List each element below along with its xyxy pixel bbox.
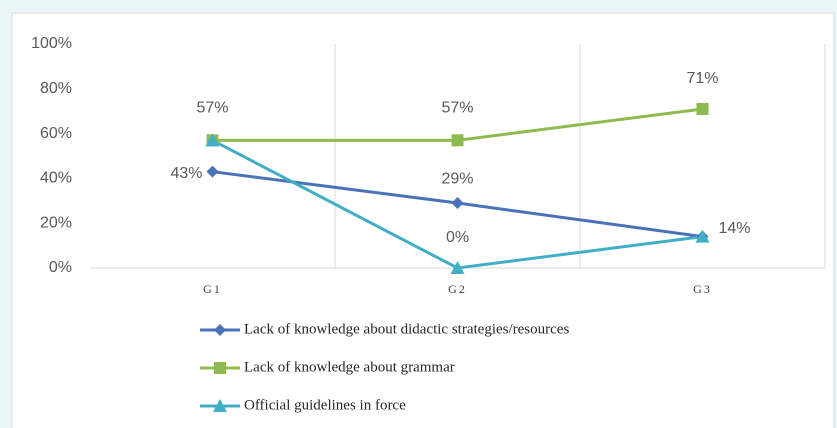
legend-label: Lack of knowledge about grammar [244,359,455,375]
marker [696,102,709,115]
marker [205,133,220,147]
y-tick-label: 0% [49,259,72,276]
chart-panel [11,12,835,428]
y-tick-label: 60% [40,125,72,142]
legend-label: Lack of knowledge about didactic strateg… [244,321,569,337]
marker [695,229,710,243]
marker [206,165,219,178]
data-label: 14% [718,220,750,237]
legend-marker [214,362,226,374]
marker [451,197,464,210]
y-tick-label: 80% [40,80,72,97]
data-label: 57% [196,100,228,117]
legend-marker [214,324,226,336]
y-tick-label: 20% [40,214,72,231]
marker [451,134,464,147]
data-label: 29% [441,170,473,187]
data-label: 57% [441,100,473,117]
data-label: 71% [686,70,718,87]
x-tick-label: G1 [203,282,222,296]
x-tick-label: G3 [693,282,712,296]
y-tick-label: 40% [40,170,72,187]
data-label: 43% [170,165,202,182]
legend-marker [213,399,227,412]
y-tick-label: 100% [31,35,72,52]
data-label: 0% [446,229,469,246]
x-tick-label: G2 [448,282,467,296]
marker [450,261,465,274]
legend-label: Official guidelines in force [244,397,406,413]
